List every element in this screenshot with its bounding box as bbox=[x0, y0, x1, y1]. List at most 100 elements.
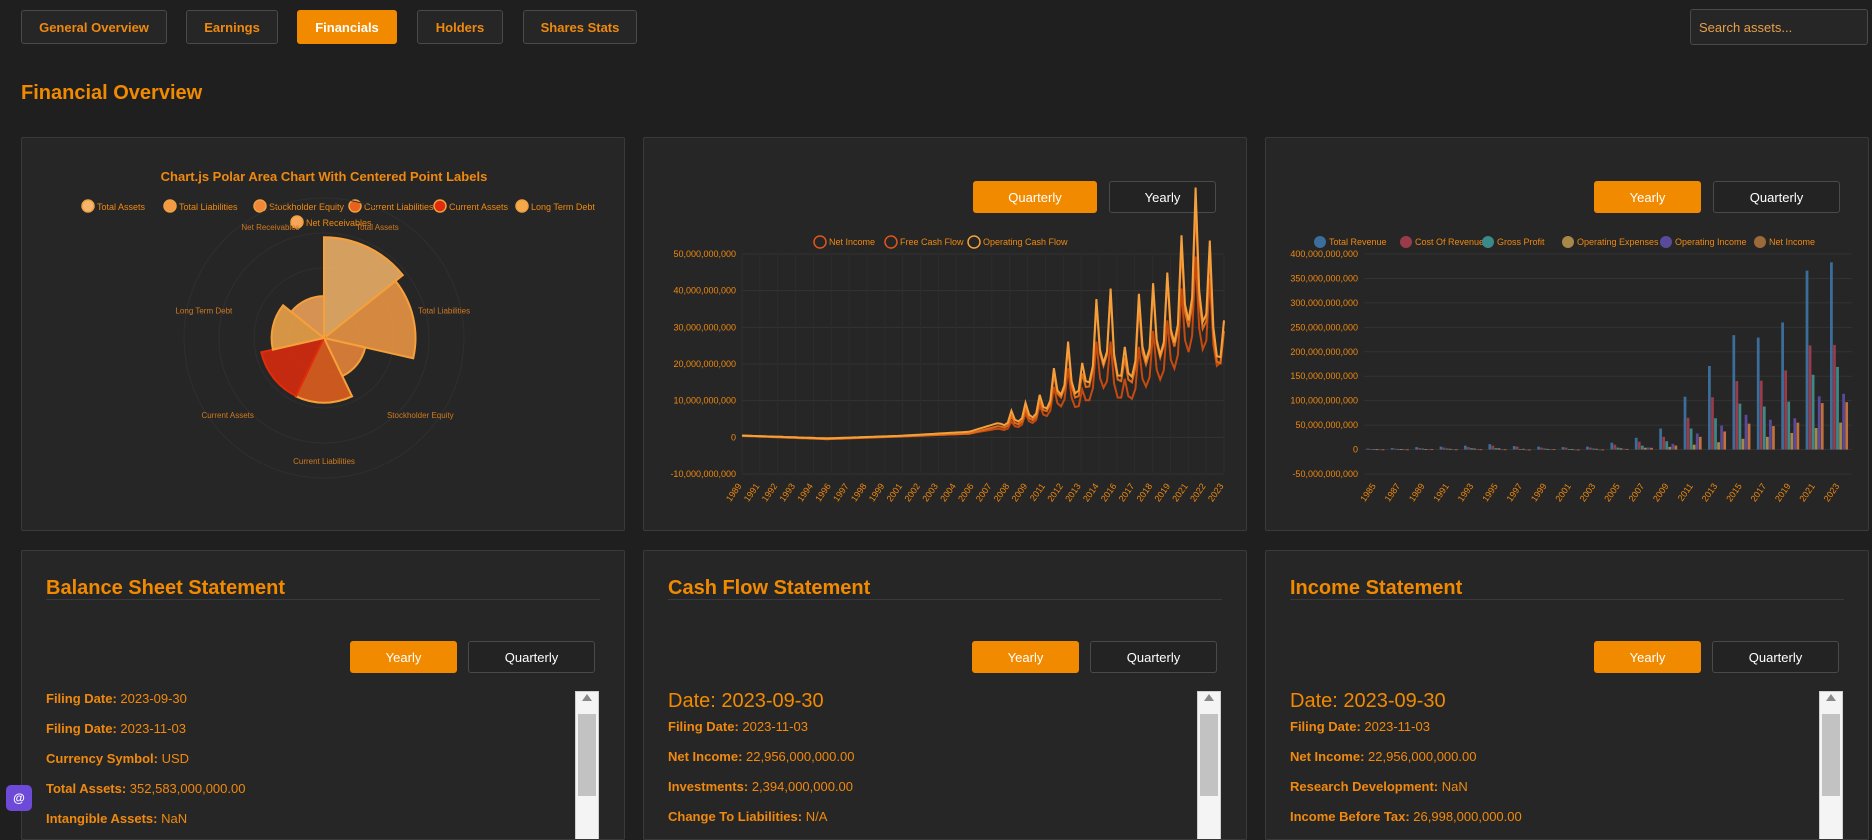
quarterly-button[interactable]: Quarterly bbox=[1713, 181, 1840, 213]
series-line bbox=[741, 187, 1225, 440]
legend-label: Total Assets bbox=[97, 202, 146, 212]
bar bbox=[1692, 444, 1696, 450]
legend-swatch bbox=[1314, 236, 1326, 248]
bar bbox=[1647, 447, 1650, 450]
bar bbox=[1500, 449, 1504, 451]
yearly-button[interactable]: Yearly bbox=[1594, 181, 1701, 213]
bar bbox=[1393, 448, 1397, 450]
quarterly-button[interactable]: Quarterly bbox=[468, 641, 595, 673]
x-tick-label: 2021 bbox=[1170, 481, 1190, 503]
bar bbox=[1830, 262, 1833, 450]
scroll-thumb[interactable] bbox=[1822, 714, 1840, 796]
divider bbox=[668, 599, 1222, 600]
bar bbox=[1747, 423, 1751, 450]
bar bbox=[1769, 419, 1772, 450]
bar bbox=[1586, 446, 1589, 450]
bar bbox=[1515, 446, 1519, 450]
x-tick-label: 2011 bbox=[1028, 481, 1047, 503]
scroll-up-icon[interactable] bbox=[1826, 694, 1836, 701]
y-tick-label: 400,000,000,000 bbox=[1290, 249, 1358, 259]
bar bbox=[1708, 365, 1711, 450]
legend-swatch bbox=[1660, 236, 1672, 248]
tab-general-overview[interactable]: General Overview bbox=[21, 10, 167, 44]
yearly-button[interactable]: Yearly bbox=[1594, 641, 1701, 673]
legend-swatch bbox=[290, 215, 304, 229]
bar bbox=[1537, 446, 1540, 450]
quarterly-button[interactable]: Quarterly bbox=[973, 181, 1097, 213]
x-tick-label: 2013 bbox=[1700, 481, 1720, 503]
tab-holders[interactable]: Holders bbox=[417, 10, 503, 44]
search-input[interactable] bbox=[1690, 9, 1868, 45]
bar bbox=[1512, 446, 1516, 450]
legend-label: Operating Income bbox=[1675, 237, 1747, 247]
bar bbox=[1439, 446, 1443, 450]
legend-label: Current Assets bbox=[449, 202, 509, 212]
yearly-button[interactable]: Yearly bbox=[1109, 181, 1216, 213]
top-nav: General Overview Earnings Financials Hol… bbox=[0, 0, 1872, 58]
bar bbox=[1543, 448, 1547, 450]
bar bbox=[1808, 345, 1812, 450]
scroll-thumb[interactable] bbox=[1200, 714, 1218, 796]
bar bbox=[1735, 381, 1739, 450]
legend-swatch bbox=[81, 199, 95, 213]
bar bbox=[1567, 449, 1571, 450]
bar bbox=[1738, 403, 1742, 450]
x-tick-label: 2012 bbox=[1045, 481, 1065, 503]
x-tick-label: 2007 bbox=[1627, 481, 1647, 503]
bar bbox=[1665, 441, 1669, 450]
cashflow-line-chart: Net Income Free Cash Flow Operating Cash F… bbox=[670, 187, 1226, 504]
bar bbox=[1744, 414, 1748, 450]
y-tick-label: 50,000,000,000 bbox=[673, 249, 736, 259]
polar-point-label: Stockholder Equity bbox=[387, 411, 454, 420]
x-tick-label: 1995 bbox=[1480, 481, 1500, 503]
income-bar-chart: Total Revenue Cost Of Revenue Gross Profit… bbox=[1290, 236, 1852, 504]
legend-label: Net Income bbox=[1769, 237, 1815, 247]
scroll-up-icon[interactable] bbox=[1204, 694, 1214, 701]
polar-slice bbox=[260, 336, 326, 398]
y-tick-label: 150,000,000,000 bbox=[1290, 371, 1358, 381]
bar bbox=[1390, 448, 1394, 450]
x-tick-label: 2022 bbox=[1188, 481, 1208, 503]
quarterly-button[interactable]: Quarterly bbox=[1090, 641, 1217, 673]
bar bbox=[1759, 380, 1763, 450]
x-tick-label: 1999 bbox=[867, 481, 887, 503]
grid-ring bbox=[183, 197, 465, 479]
bar bbox=[1668, 446, 1672, 450]
tab-earnings[interactable]: Earnings bbox=[186, 10, 278, 44]
tab-financials[interactable]: Financials bbox=[297, 10, 397, 44]
bar bbox=[1552, 449, 1556, 451]
bar bbox=[1650, 447, 1653, 450]
x-tick-label: 1997 bbox=[831, 481, 851, 503]
bar bbox=[1372, 449, 1376, 450]
grid-ring bbox=[218, 232, 430, 444]
x-tick-label: 2002 bbox=[902, 481, 922, 503]
legend-swatch bbox=[253, 199, 267, 213]
bar bbox=[1689, 428, 1693, 450]
legend-swatch bbox=[967, 235, 981, 249]
tab-shares-stats[interactable]: Shares Stats bbox=[523, 10, 637, 44]
yearly-button[interactable]: Yearly bbox=[972, 641, 1079, 673]
chat-widget-icon[interactable]: @ bbox=[6, 785, 32, 811]
list-item: Change To Liabilities: N/A bbox=[668, 809, 828, 824]
bar bbox=[1662, 436, 1666, 450]
bar bbox=[1518, 449, 1522, 450]
scrollbar[interactable] bbox=[1819, 691, 1843, 839]
x-tick-label: 1987 bbox=[1383, 481, 1403, 503]
yearly-button[interactable]: Yearly bbox=[350, 641, 457, 673]
scroll-up-icon[interactable] bbox=[582, 694, 592, 701]
legend-label: Operating Expenses bbox=[1577, 237, 1659, 247]
x-tick-label: 1989 bbox=[1407, 481, 1427, 503]
bar bbox=[1561, 447, 1565, 450]
scrollbar[interactable] bbox=[575, 691, 599, 839]
cashflow-chart-card: Quarterly Yearly Net Income Free Cash Flo… bbox=[643, 137, 1247, 531]
scrollbar[interactable] bbox=[1197, 691, 1221, 839]
legend-swatch bbox=[1482, 236, 1494, 248]
quarterly-button[interactable]: Quarterly bbox=[1712, 641, 1839, 673]
legend-swatch bbox=[163, 199, 177, 213]
x-tick-label: 2008 bbox=[992, 481, 1012, 503]
scroll-thumb[interactable] bbox=[578, 714, 596, 796]
bar bbox=[1842, 393, 1845, 450]
x-tick-label: 1994 bbox=[795, 481, 815, 503]
list-item: Research Development: NaN bbox=[1290, 779, 1468, 794]
bar bbox=[1488, 444, 1492, 450]
